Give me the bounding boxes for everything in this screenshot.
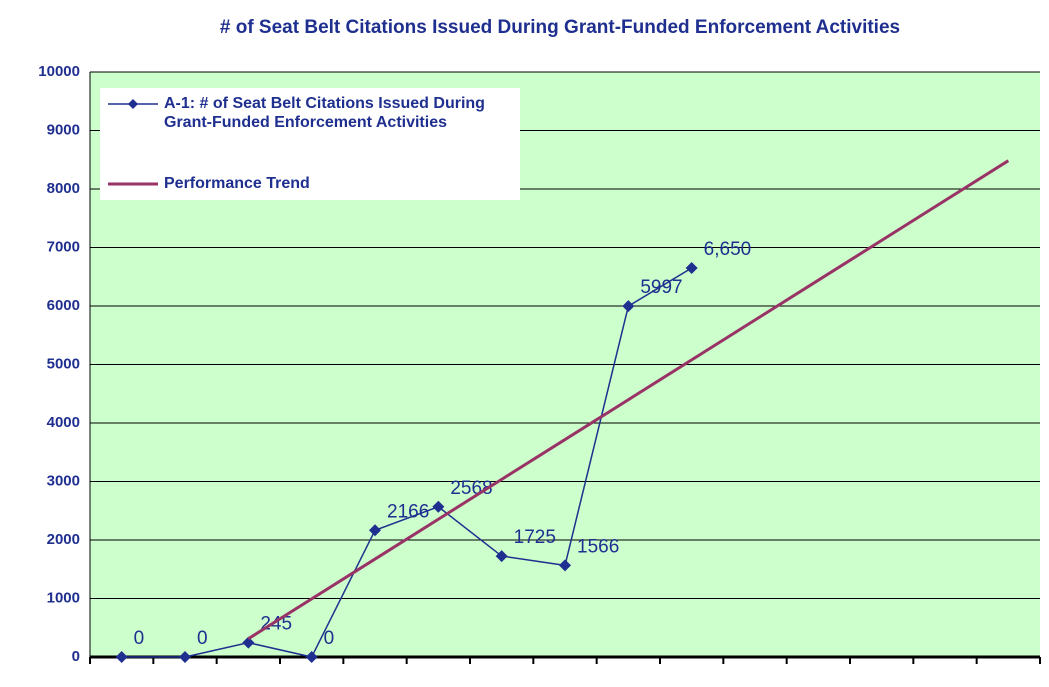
data-label: 2568 xyxy=(450,478,492,499)
chart-title: # of Seat Belt Citations Issued During G… xyxy=(220,17,900,38)
marker xyxy=(179,651,191,663)
legend-label: A-1: # of Seat Belt Citations Issued Dur… xyxy=(164,95,485,131)
y-tick-label: 7000 xyxy=(47,238,80,255)
data-label: 0 xyxy=(197,628,208,649)
marker xyxy=(115,651,128,663)
y-tick-label: 9000 xyxy=(47,121,80,138)
legend-entry: A-1: # of Seat Belt Citations Issued Dur… xyxy=(164,95,485,131)
y-tick-label: 3000 xyxy=(47,472,80,489)
data-label: 245 xyxy=(260,614,292,635)
data-label: 1725 xyxy=(514,527,556,548)
data-label: 0 xyxy=(324,628,335,649)
y-tick-label: 4000 xyxy=(47,414,80,431)
legend-box xyxy=(100,88,520,200)
y-tick-label: 1000 xyxy=(47,589,80,606)
legend-entry: Performance Trend xyxy=(164,175,310,192)
marker xyxy=(685,261,698,274)
marker xyxy=(432,500,445,513)
data-label: 6,650 xyxy=(704,239,752,260)
data-label: 0 xyxy=(134,628,145,649)
y-tick-label: 0 xyxy=(72,648,80,665)
data-label: 1566 xyxy=(577,536,619,557)
series-line xyxy=(121,267,693,658)
y-tick-label: 6000 xyxy=(47,297,80,314)
y-tick-label: 2000 xyxy=(47,531,80,548)
marker xyxy=(495,550,508,563)
series-line xyxy=(247,159,1010,641)
marker xyxy=(242,636,255,649)
marker xyxy=(305,651,318,663)
legend-label: Performance Trend xyxy=(164,175,310,192)
y-tick-label: 5000 xyxy=(47,355,80,372)
data-label: 5997 xyxy=(640,277,682,298)
y-tick-label: 8000 xyxy=(47,180,80,197)
data-label: 2166 xyxy=(387,501,429,522)
marker xyxy=(369,524,381,537)
y-tick-label: 10000 xyxy=(38,63,80,80)
marker xyxy=(559,559,571,572)
marker xyxy=(622,300,635,313)
legend-marker xyxy=(128,99,138,109)
